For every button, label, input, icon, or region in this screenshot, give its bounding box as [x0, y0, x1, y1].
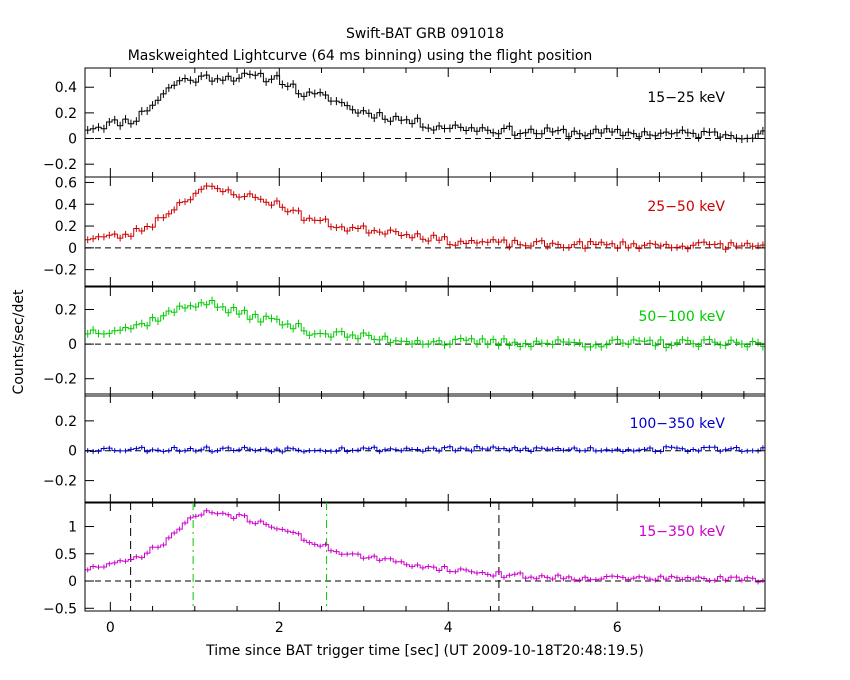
chart-subtitle: Maskweighted Lightcurve (64 ms binning) …	[128, 48, 593, 64]
series-line	[85, 510, 765, 583]
y-tick-label: 0	[68, 574, 77, 590]
error-bars	[87, 182, 764, 253]
band-label: 15−25 keV	[647, 90, 725, 106]
y-tick-label: 0.4	[55, 80, 77, 96]
y-tick-label: 0.2	[55, 414, 77, 430]
panel-5: −0.5 0 0.5 1 15−350 keV	[43, 501, 766, 617]
y-tick-label: 0.5	[55, 547, 77, 563]
panel-frame	[84, 176, 766, 287]
y-tick-label: 0.2	[55, 106, 77, 122]
panels-group: −0.2 0 0.2 0.4 15−25 keV −0.2 0 0.2 0.4 0.6 25−50 …	[43, 67, 766, 636]
band-label: 15−350 keV	[638, 524, 725, 540]
panel-4: −0.2 0 0.2 100−350 keV	[43, 393, 766, 504]
y-tick-label: 0.6	[55, 175, 77, 191]
series-line	[85, 446, 765, 453]
x-tick-label: 0	[106, 620, 115, 636]
panel-1: −0.2 0 0.2 0.4 15−25 keV	[43, 67, 766, 178]
error-bars	[87, 508, 764, 585]
panel-2: −0.2 0 0.2 0.4 0.6 25−50 keV	[43, 175, 766, 287]
band-label: 50−100 keV	[638, 309, 725, 325]
panel-frame	[84, 393, 766, 504]
y-tick-label: −0.2	[43, 372, 77, 388]
series-line	[85, 185, 765, 250]
y-tick-label: −0.5	[43, 601, 77, 617]
band-label: 100−350 keV	[630, 416, 726, 432]
x-tick-label: 4	[444, 620, 453, 636]
y-tick-label: 0	[68, 241, 77, 257]
y-tick-label: −0.2	[43, 474, 77, 490]
panel-3: −0.2 0 0.2 50−100 keV	[43, 286, 766, 397]
y-axis-label: Counts/sec/det	[11, 289, 27, 394]
y-tick-label: −0.2	[43, 157, 77, 173]
panel-frame	[84, 67, 766, 178]
panel-frame	[84, 501, 766, 612]
y-tick-label: 0.2	[55, 219, 77, 235]
series-line	[85, 72, 765, 140]
y-tick-label: −0.2	[43, 263, 77, 279]
y-tick-label: 0	[68, 132, 77, 148]
y-tick-label: 0.2	[55, 302, 77, 318]
y-tick-label: 0.4	[55, 197, 77, 213]
chart-title: Swift-BAT GRB 091018	[346, 26, 504, 42]
x-axis-label: Time since BAT trigger time [sec] (UT 20…	[205, 643, 644, 659]
panel-frame	[84, 286, 766, 397]
y-tick-label: 1	[68, 520, 77, 536]
y-tick-label: 0	[68, 337, 77, 353]
x-tick-label: 2	[275, 620, 284, 636]
band-label: 25−50 keV	[647, 199, 725, 215]
y-tick-label: 0	[68, 444, 77, 460]
x-tick-label: 6	[613, 620, 622, 636]
series-line	[85, 300, 765, 348]
